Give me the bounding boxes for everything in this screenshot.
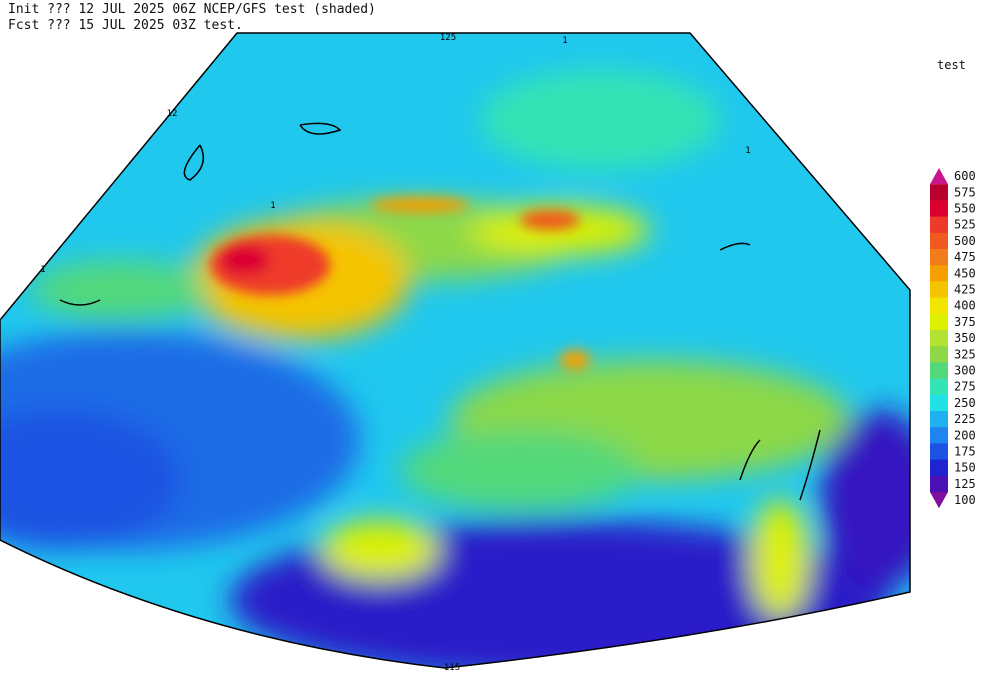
color-swatch [930,216,948,234]
legend-label: 575 [954,185,976,199]
color-swatch [930,443,948,461]
color-swatch [930,492,948,509]
legend-label: 600 [954,169,976,183]
legend-label: 150 [954,461,976,475]
color-swatch [930,168,948,185]
legend-label: 525 [954,218,976,232]
color-swatch [930,411,948,428]
legend-label: 500 [954,234,976,248]
legend-label: 475 [954,250,976,264]
color-bar: 600 575 550 525 500 475 450 425 400 375 350 325 300 2… [930,168,976,509]
contour-label: 1 [562,36,567,46]
legend-label: 225 [954,412,976,426]
contour-label: 12 [167,109,178,119]
header-line: Fcst ??? 15 JUL 2025 03Z test. [8,18,243,33]
color-swatch [930,459,948,477]
legend-label: 125 [954,477,976,491]
color-swatch [930,427,948,444]
legend-label: 325 [954,347,976,361]
legend-label: 250 [954,396,976,410]
contour-labels: 125 12 1 1 1 1 115 [40,33,750,673]
contour-label: 1 [40,265,45,275]
legend-title: test [937,58,966,72]
legend-label: 375 [954,315,976,329]
color-swatch [930,313,948,331]
legend-label: 450 [954,266,976,280]
color-swatch [930,297,948,315]
contour-label: 1 [270,201,275,211]
legend-label: 350 [954,331,976,345]
color-swatch [930,265,948,282]
contour-label: 1 [745,146,750,156]
color-swatch [930,200,948,218]
color-swatch [930,378,948,396]
color-swatch [930,184,948,201]
legend-label: 300 [954,364,976,378]
color-swatch [930,281,948,299]
legend-label: 100 [954,493,976,507]
color-swatch [930,249,948,266]
legend-label: 275 [954,380,976,394]
header-line: Init ??? 12 JUL 2025 06Z NCEP/GFS test (… [8,2,376,17]
contour-label: 125 [440,33,456,43]
legend-label: 175 [954,445,976,459]
color-swatch [930,330,948,347]
legend-label: 400 [954,299,976,313]
legend-label: 550 [954,202,976,216]
legend-label: 200 [954,428,976,442]
color-swatch [930,362,948,380]
contour-label: 115 [444,663,460,673]
legend-label: 425 [954,283,976,297]
map-border [0,32,911,669]
color-swatch [930,475,948,493]
color-swatch [930,346,948,363]
color-swatch [930,394,948,412]
map-field [0,33,910,668]
color-swatch [930,232,948,250]
